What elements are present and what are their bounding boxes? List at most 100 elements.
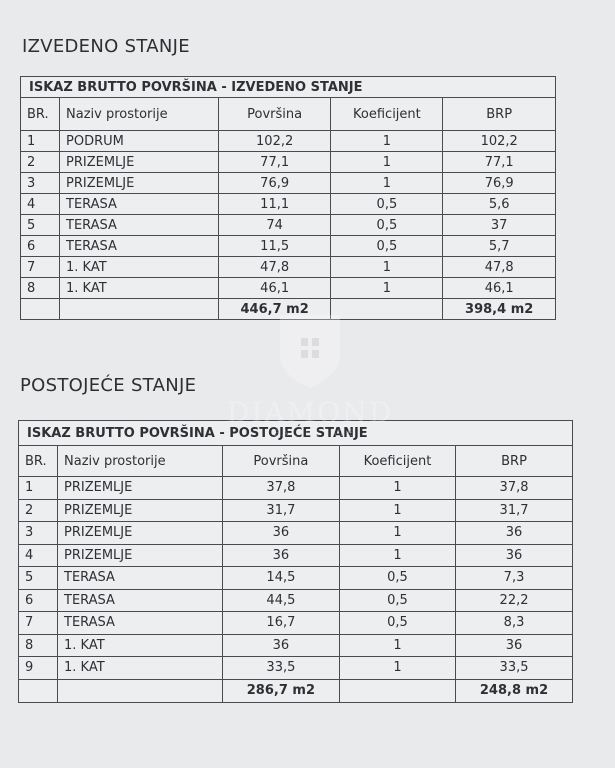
cell-col-koeficijent: 1	[338, 521, 457, 545]
table-row: 4 TERASA 11,1 0,5 5,6	[20, 193, 556, 215]
cell-col-naziv: TERASA	[57, 588, 223, 612]
header-col-br: BR.	[18, 445, 58, 477]
cell-col-povrsina: 102,2	[217, 130, 332, 152]
header-col-koeficijent: Koeficijent	[330, 97, 444, 131]
cell-col-brp: 37,8	[455, 476, 573, 500]
table-row: 7 TERASA 16,7 0,5 8,3	[18, 611, 573, 635]
cell-col-naziv: 1. KAT	[57, 633, 223, 657]
table-title-row: ISKAZ BRUTTO POVRŠINA - POSTOJEĆE STANJE	[18, 420, 573, 446]
table-row: 5 TERASA 14,5 0,5 7,3	[18, 566, 573, 590]
cell-col-br: 7	[20, 256, 60, 278]
cell-col-br: 5	[20, 214, 60, 236]
table-title: ISKAZ BRUTTO POVRŠINA - POSTOJEĆE STANJE	[18, 420, 573, 446]
cell-col-brp: 36	[455, 521, 573, 545]
cell-col-br: 6	[20, 235, 60, 257]
cell-col-koeficijent: 0,5	[338, 588, 457, 612]
header-row: BR. Naziv prostorije Površina Koeficijent BR…	[20, 97, 556, 131]
cell-col-brp: 5,7	[442, 235, 556, 257]
header-col-koeficijent: Koeficijent	[338, 445, 457, 477]
cell-col-naziv: PODRUM	[59, 130, 219, 152]
cell-col-povrsina: 11,5	[217, 235, 332, 257]
cell-col-naziv: 1. KAT	[59, 277, 219, 299]
total-povrsina: 446,7 m2	[217, 298, 332, 320]
heading-izvedeno-stanje: IZVEDENO STANJE	[22, 36, 190, 57]
total-row: 286,7 m2 248,8 m2	[18, 678, 573, 703]
total-povrsina: 286,7 m2	[221, 678, 340, 703]
table-row: 9 1. KAT 33,5 1 33,5	[18, 656, 573, 680]
table-title: ISKAZ BRUTTO POVRŠINA - IZVEDENO STANJE	[20, 76, 556, 98]
cell-col-br: 2	[18, 498, 58, 522]
cell-col-brp: 46,1	[442, 277, 556, 299]
cell-col-koeficijent: 1	[330, 256, 444, 278]
cell-col-brp: 5,6	[442, 193, 556, 215]
cell-col-koeficijent: 0,5	[330, 193, 444, 215]
cell-col-koeficijent: 1	[330, 172, 444, 194]
cell-col-br: 3	[18, 521, 58, 545]
cell-col-brp: 77,1	[442, 151, 556, 173]
header-col-povrsina: Površina	[221, 445, 340, 477]
total-brp: 248,8 m2	[455, 678, 573, 703]
cell-col-br: 6	[18, 588, 58, 612]
table-row: 8 1. KAT 46,1 1 46,1	[20, 277, 556, 299]
cell-col-povrsina: 76,9	[217, 172, 332, 194]
cell-col-naziv: PRIZEMLJE	[57, 543, 223, 567]
table-row: 3 PRIZEMLJE 76,9 1 76,9	[20, 172, 556, 194]
cell-col-br: 9	[18, 656, 58, 680]
table-row: 6 TERASA 44,5 0,5 22,2	[18, 588, 573, 612]
total-row: 446,7 m2 398,4 m2	[20, 298, 556, 320]
cell-empty	[57, 678, 223, 703]
table-row: 3 PRIZEMLJE 36 1 36	[18, 521, 573, 545]
cell-col-koeficijent: 1	[330, 151, 444, 173]
cell-col-naziv: TERASA	[59, 193, 219, 215]
table-postojece-stanje: ISKAZ BRUTTO POVRŠINA - POSTOJEĆE STANJE…	[18, 420, 573, 703]
cell-col-povrsina: 36	[221, 633, 340, 657]
cell-col-br: 2	[20, 151, 60, 173]
cell-col-br: 8	[20, 277, 60, 299]
header-row: BR. Naziv prostorije Površina Koeficijent BR…	[18, 445, 573, 477]
header-col-br: BR.	[20, 97, 60, 131]
cell-col-brp: 37	[442, 214, 556, 236]
cell-empty	[20, 298, 60, 320]
shield-logo-icon	[280, 315, 340, 388]
cell-col-koeficijent: 0,5	[330, 235, 444, 257]
cell-col-povrsina: 36	[221, 521, 340, 545]
cell-col-brp: 8,3	[455, 611, 573, 635]
header-col-naziv: Naziv prostorije	[57, 445, 223, 477]
cell-col-naziv: TERASA	[57, 611, 223, 635]
cell-col-naziv: PRIZEMLJE	[59, 172, 219, 194]
table-row: 1 PRIZEMLJE 37,8 1 37,8	[18, 476, 573, 500]
cell-col-povrsina: 14,5	[221, 566, 340, 590]
table-row: 1 PODRUM 102,2 1 102,2	[20, 130, 556, 152]
header-col-povrsina: Površina	[217, 97, 332, 131]
cell-col-povrsina: 16,7	[221, 611, 340, 635]
cell-col-br: 4	[20, 193, 60, 215]
cell-col-naziv: PRIZEMLJE	[57, 521, 223, 545]
cell-col-koeficijent: 0,5	[330, 214, 444, 236]
table-row: 6 TERASA 11,5 0,5 5,7	[20, 235, 556, 257]
table-row: 7 1. KAT 47,8 1 47,8	[20, 256, 556, 278]
cell-col-povrsina: 11,1	[217, 193, 332, 215]
cell-col-br: 1	[18, 476, 58, 500]
cell-empty	[330, 298, 444, 320]
heading-postojece-stanje: POSTOJEĆE STANJE	[20, 375, 197, 396]
cell-col-naziv: 1. KAT	[59, 256, 219, 278]
cell-col-koeficijent: 1	[338, 543, 457, 567]
header-col-brp: BRP	[442, 97, 556, 131]
cell-col-brp: 102,2	[442, 130, 556, 152]
cell-col-naziv: 1. KAT	[57, 656, 223, 680]
cell-empty	[338, 678, 457, 703]
cell-col-naziv: TERASA	[59, 214, 219, 236]
cell-empty	[18, 678, 58, 703]
cell-col-koeficijent: 1	[338, 656, 457, 680]
cell-col-br: 7	[18, 611, 58, 635]
cell-col-brp: 76,9	[442, 172, 556, 194]
table-row: 5 TERASA 74 0,5 37	[20, 214, 556, 236]
cell-col-br: 8	[18, 633, 58, 657]
cell-col-koeficijent: 1	[330, 277, 444, 299]
cell-col-br: 4	[18, 543, 58, 567]
cell-col-koeficijent: 1	[330, 130, 444, 152]
cell-col-povrsina: 47,8	[217, 256, 332, 278]
cell-col-povrsina: 33,5	[221, 656, 340, 680]
cell-col-naziv: TERASA	[59, 235, 219, 257]
cell-col-koeficijent: 1	[338, 476, 457, 500]
